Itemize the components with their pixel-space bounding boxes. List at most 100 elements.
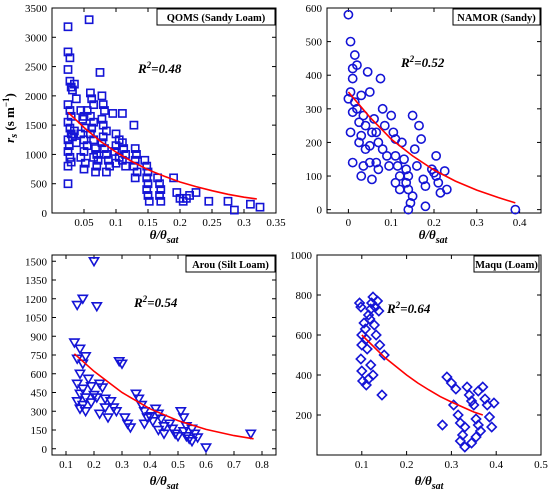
data-point	[158, 429, 170, 440]
y-tick-label: 1000	[25, 149, 48, 161]
data-point	[71, 300, 84, 311]
data-point	[377, 144, 388, 155]
data-point	[87, 94, 97, 104]
x-tick-label: 0.4	[143, 459, 157, 471]
y-tick-label: 800	[296, 290, 313, 302]
data-point	[71, 379, 84, 390]
x-tick-label: 0.2	[427, 217, 441, 229]
y-tick-label: 1350	[25, 275, 48, 287]
y-tick-label: 300	[31, 406, 48, 418]
data-point	[91, 167, 100, 177]
data-point	[390, 177, 401, 188]
y-tick-label: 900	[31, 331, 48, 343]
y-tick-label: 300	[306, 104, 323, 116]
y-tick-label: 150	[31, 425, 48, 437]
y-tick-label: 450	[31, 388, 48, 400]
x-tick-label: 0.4	[513, 217, 527, 229]
panel-title: NAMOR (Sandy)	[457, 13, 536, 24]
data-point	[349, 50, 360, 60]
y-tick-label: 200	[306, 137, 323, 149]
data-point	[356, 130, 367, 141]
panel-4: 0.1 0.2 0.3 0.4 0.5 200 400 600 800 1000 Maqu (Loa…	[290, 250, 548, 492]
data-point	[399, 154, 409, 165]
data-point	[191, 433, 204, 444]
x-tick-label: 0.7	[227, 459, 241, 471]
r-squared-label: R2=0.64	[386, 300, 431, 316]
data-point	[74, 369, 86, 380]
data-point	[365, 359, 377, 371]
y-tick-label: 600	[31, 369, 48, 381]
data-point	[68, 85, 77, 95]
data-point	[88, 256, 100, 268]
plot-frame	[51, 254, 277, 456]
data-point	[121, 161, 130, 171]
data-point	[155, 179, 164, 189]
data-point	[113, 356, 126, 368]
data-point	[371, 127, 382, 138]
x-tick-label: 0.3	[445, 459, 459, 471]
data-point	[142, 185, 152, 194]
y-tick-label: 500	[31, 179, 48, 191]
data-point	[144, 411, 156, 423]
data-point	[388, 127, 399, 138]
y-tick-label: 3500	[25, 3, 48, 15]
data-point	[401, 177, 412, 188]
data-point	[431, 150, 442, 161]
data-point	[183, 434, 196, 445]
data-point	[347, 73, 358, 84]
data-point	[152, 409, 165, 420]
data-point	[223, 196, 233, 206]
y-tick-label: 200	[296, 410, 313, 422]
data-point	[407, 110, 418, 121]
data-point	[84, 15, 94, 25]
data-point	[255, 202, 265, 212]
y-tick-label: 0	[42, 208, 48, 220]
data-point	[359, 323, 372, 335]
panel-title: Arou (Silt Loam)	[192, 260, 269, 271]
data-point	[98, 132, 108, 142]
panel-title: QOMS (Sandy Loam)	[167, 13, 266, 24]
data-point	[244, 429, 257, 440]
data-point	[100, 106, 109, 115]
fit-curve	[67, 111, 257, 200]
data-point	[65, 152, 75, 162]
data-point	[63, 47, 73, 57]
data-point	[98, 100, 108, 110]
data-point	[63, 161, 73, 171]
data-point	[144, 196, 154, 206]
data-point	[132, 394, 145, 405]
data-point	[186, 436, 198, 448]
y-tick-label: 1200	[25, 294, 48, 306]
data-point	[63, 117, 73, 127]
plot-frame	[316, 254, 542, 456]
data-point	[130, 144, 140, 153]
data-point	[63, 100, 73, 110]
x-tick-label: 0.8	[255, 459, 269, 471]
x-axis-label: θ/θsat	[419, 227, 449, 246]
data-point	[110, 406, 123, 418]
data-point	[353, 297, 366, 309]
data-point	[420, 181, 431, 192]
data-point	[124, 423, 137, 434]
y-tick-label: 3000	[25, 32, 48, 44]
data-point	[364, 157, 375, 168]
data-point	[485, 421, 498, 433]
data-point	[118, 109, 127, 118]
data-point	[418, 174, 429, 185]
data-point	[441, 184, 452, 195]
data-point	[118, 413, 131, 424]
y-tick-label: 1500	[25, 120, 48, 132]
data-point	[355, 353, 367, 365]
data-point	[132, 167, 142, 177]
y-tick-label: 100	[306, 171, 323, 183]
r-squared-label: R2=0.52	[400, 54, 445, 70]
data-point	[119, 144, 129, 153]
data-point	[63, 179, 73, 189]
x-tick-label: 0.1	[59, 459, 73, 471]
data-point	[345, 36, 356, 47]
data-point	[370, 329, 382, 341]
data-point	[180, 431, 193, 443]
data-point	[93, 409, 106, 420]
data-point	[465, 395, 478, 407]
